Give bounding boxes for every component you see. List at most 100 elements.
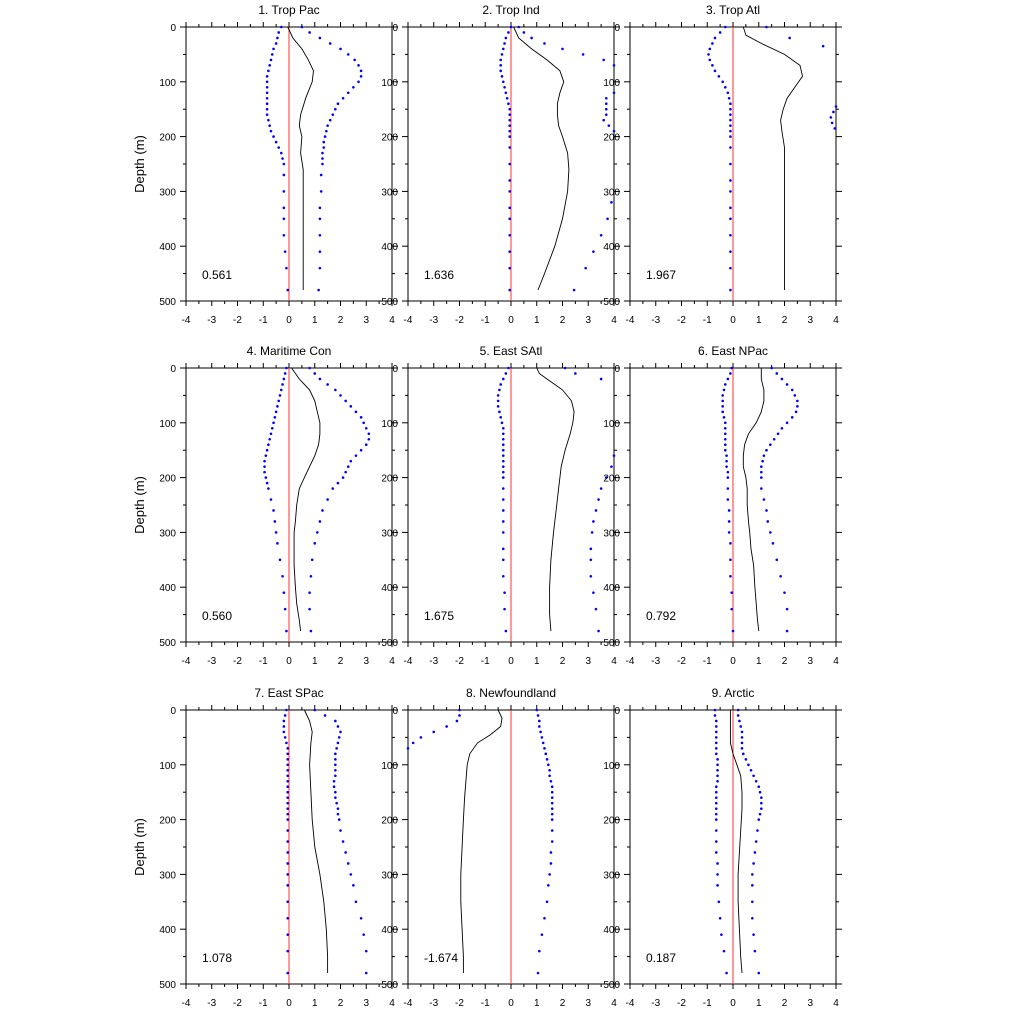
bound-point	[572, 288, 576, 292]
bound-point	[540, 736, 544, 739]
bound-point	[723, 421, 727, 425]
bound-point	[714, 730, 718, 734]
bound-point	[277, 146, 281, 149]
bound-point	[717, 75, 721, 78]
y-tick-label: 100	[159, 761, 176, 772]
bound-point	[269, 432, 273, 436]
x-tick-label: -2	[455, 998, 464, 1009]
profile-line	[729, 710, 743, 974]
bound-point	[536, 971, 540, 975]
bound-point	[286, 971, 290, 975]
bound-point	[325, 129, 328, 133]
bound-point	[753, 949, 757, 953]
bound-point	[725, 459, 728, 463]
x-tick-label: 0	[508, 315, 514, 326]
bound-point	[754, 779, 758, 783]
y-tick-label: 300	[603, 187, 620, 198]
bound-point	[714, 785, 718, 789]
bound-point	[508, 162, 512, 166]
bound-point	[286, 785, 290, 789]
bound-point	[498, 410, 501, 414]
panel-8: 8. Newfoundland-4 -3 -2 -1 0 1 2 3 4010020030040…	[381, 686, 620, 1009]
bound-point	[729, 266, 732, 270]
bound-point	[332, 785, 336, 789]
bound-point	[346, 91, 350, 95]
bound-point	[504, 629, 508, 633]
x-tick-label: -1	[259, 998, 268, 1009]
x-tick-label: 1	[756, 998, 762, 1009]
profile-line	[742, 26, 803, 290]
bound-point	[729, 233, 732, 237]
bound-point	[279, 388, 283, 392]
y-tick-label: 0	[614, 23, 620, 34]
bound-point	[769, 531, 772, 534]
bound-point	[713, 708, 717, 712]
bound-point	[725, 465, 728, 468]
bound-point	[751, 873, 754, 876]
bound-point	[282, 217, 286, 221]
bound-point	[321, 151, 324, 155]
bound-point	[740, 741, 744, 745]
bound-point	[796, 405, 799, 408]
bound-point	[274, 531, 278, 534]
profile-line	[536, 367, 575, 632]
y-tick-label: 400	[159, 242, 176, 253]
bound-point	[282, 591, 286, 594]
bound-point	[744, 758, 748, 761]
bound-point	[318, 233, 322, 237]
bound-point	[508, 113, 512, 116]
bound-point	[362, 421, 365, 425]
bound-point	[432, 730, 436, 734]
bound-point	[597, 498, 600, 501]
y-tick-label: 500	[603, 980, 620, 991]
x-tick-label: -1	[481, 315, 490, 326]
bound-point	[285, 708, 288, 712]
bound-point	[263, 465, 266, 468]
bound-point	[563, 366, 567, 370]
bound-point	[308, 31, 311, 34]
bound-point	[501, 558, 505, 562]
bound-point	[722, 416, 726, 419]
bound-point	[612, 91, 616, 95]
bound-point	[362, 933, 365, 936]
x-tick-label: -4	[626, 998, 635, 1009]
bound-point	[310, 558, 314, 562]
bound-point	[760, 470, 763, 474]
bound-point	[508, 135, 512, 138]
bound-point	[445, 725, 448, 728]
bound-point	[508, 250, 512, 253]
bound-point	[265, 85, 269, 89]
bound-point	[281, 383, 284, 386]
bound-point	[740, 730, 744, 734]
bound-point	[269, 58, 273, 62]
bound-point	[316, 531, 319, 534]
bound-point	[346, 465, 350, 468]
bound-point	[729, 190, 732, 193]
bound-point	[726, 470, 730, 474]
bound-point	[277, 31, 281, 34]
x-tick-label: -3	[429, 315, 438, 326]
bound-point	[508, 124, 512, 127]
bound-point	[281, 157, 284, 160]
bound-point	[723, 426, 727, 430]
bound-point	[349, 873, 353, 876]
bound-point	[508, 266, 512, 270]
x-tick-label: -1	[481, 998, 490, 1009]
y-tick-label: 300	[381, 187, 398, 198]
panel-7: 7. East SPac -4 -3 -2 -1 0 1 2 3 4 0 100 200 300 400 50…	[132, 686, 398, 1009]
x-tick-label: 4	[833, 998, 839, 1009]
bound-point	[758, 812, 762, 816]
bound-point	[354, 900, 358, 904]
bound-point	[501, 487, 505, 490]
bound-point	[760, 487, 763, 490]
bound-point	[729, 107, 732, 111]
bound-point	[286, 829, 290, 832]
bound-point	[604, 102, 608, 106]
y-tick-label: 300	[381, 870, 398, 881]
x-tick-label: 1	[756, 656, 762, 667]
bound-point	[282, 377, 286, 381]
bound-point	[278, 394, 282, 397]
bound-point	[336, 741, 340, 745]
bound-point	[282, 162, 286, 166]
bound-point	[286, 747, 290, 750]
